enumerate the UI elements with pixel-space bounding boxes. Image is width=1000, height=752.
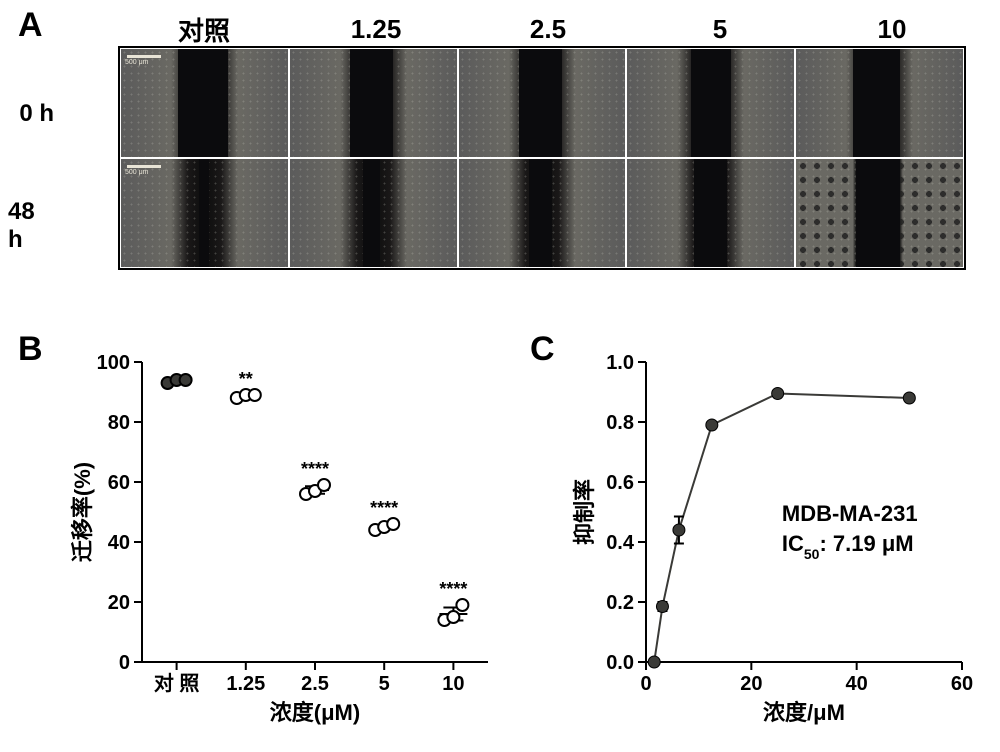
image-row: 500 μm (120, 158, 964, 268)
scratch-gap (856, 159, 899, 267)
svg-text:浓度/μM: 浓度/μM (763, 700, 845, 725)
svg-text:60: 60 (951, 673, 973, 695)
micrograph-cell (626, 48, 795, 158)
micrograph-cell: 500 μm (120, 48, 289, 158)
scalebar-label: 500 μm (125, 59, 149, 66)
panel-a-container: 对照 1.25 2.5 5 10 0 h 48 h 500 μm500 μm (58, 12, 978, 270)
micrograph-cell (289, 158, 458, 268)
panel-a-grid: 500 μm 500 μm (118, 46, 966, 270)
svg-text:0.0: 0.0 (606, 652, 634, 674)
svg-text:****: **** (301, 459, 329, 479)
scratch-gap (178, 49, 228, 157)
image-row: 500 μm (120, 48, 964, 158)
micrograph-cell (626, 158, 795, 268)
panel-c-label: C (530, 330, 555, 369)
col-header: 5 (634, 14, 806, 45)
svg-text:60: 60 (108, 472, 130, 494)
col-header: 2.5 (462, 14, 634, 45)
svg-text:抑制率: 抑制率 (572, 479, 597, 545)
svg-text:80: 80 (108, 412, 130, 434)
scalebar (127, 55, 161, 58)
svg-text:0.4: 0.4 (606, 532, 635, 554)
svg-text:5: 5 (379, 673, 390, 695)
panel-a-label: A (18, 6, 43, 45)
svg-text:10: 10 (442, 673, 464, 695)
panel-c-container: 0.0 0.2 0.4 0.6 0.8 1.0 0 20 40 60 抑制率浓度/μM MDB-MA-… (570, 342, 980, 732)
panel-b-label: B (18, 330, 43, 369)
svg-text:20: 20 (108, 592, 130, 614)
scratch-gap (529, 159, 552, 267)
scratch-gap (853, 49, 900, 157)
migration-chart: 020406080100对 照1.252.5510迁移率(%)浓度(μM)***… (70, 342, 500, 732)
svg-text:1.25: 1.25 (226, 673, 265, 695)
svg-text:迁移率(%): 迁移率(%) (70, 462, 95, 562)
svg-text:0: 0 (119, 652, 130, 674)
svg-text:2.5: 2.5 (301, 673, 329, 695)
micrograph-cell (795, 158, 964, 268)
scalebar-label: 500 μm (125, 169, 149, 176)
micrograph-cell (795, 48, 964, 158)
panel-a-row-labels: 0 h 48 h (8, 58, 54, 282)
svg-text:****: **** (439, 579, 467, 599)
micrograph-cell (458, 158, 627, 268)
panel-a-col-headers: 对照 1.25 2.5 5 10 (118, 12, 978, 46)
scratch-gap (363, 159, 380, 267)
inhibition-chart: 0.0 0.2 0.4 0.6 0.8 1.0 0 20 40 60 抑制率浓度/μM MDB-MA-… (570, 342, 980, 732)
scratch-gap (519, 49, 562, 157)
svg-text:40: 40 (846, 673, 868, 695)
scalebar (127, 165, 161, 168)
micrograph-cell (458, 48, 627, 158)
scratch-gap (691, 49, 731, 157)
col-header: 对照 (118, 11, 290, 48)
col-header: 1.25 (290, 14, 462, 45)
svg-text:0.8: 0.8 (606, 412, 634, 434)
svg-text:40: 40 (108, 532, 130, 554)
svg-text:1.0: 1.0 (606, 352, 634, 374)
svg-text:****: **** (370, 498, 398, 518)
svg-text:MDB-MA-231: MDB-MA-231 (782, 501, 918, 526)
svg-text:**: ** (239, 369, 253, 389)
scratch-gap (350, 49, 393, 157)
row-label: 48 h (8, 170, 54, 282)
micrograph-cell (289, 48, 458, 158)
row-label: 0 h (8, 58, 54, 170)
svg-text:浓度(μM): 浓度(μM) (270, 700, 360, 725)
svg-text:0.2: 0.2 (606, 592, 634, 614)
col-header: 10 (806, 14, 978, 45)
svg-text:对 照: 对 照 (154, 671, 200, 695)
panel-b-container: 020406080100对 照1.252.5510迁移率(%)浓度(μM)***… (70, 342, 500, 732)
svg-text:20: 20 (740, 673, 762, 695)
scratch-gap (199, 159, 209, 267)
scratch-gap (694, 159, 727, 267)
svg-text:100: 100 (97, 352, 130, 374)
svg-text:0.6: 0.6 (606, 472, 634, 494)
svg-text:0: 0 (640, 673, 651, 695)
svg-text:IC50: 7.19 μM: IC50: 7.19 μM (782, 531, 914, 562)
micrograph-cell: 500 μm (120, 158, 289, 268)
